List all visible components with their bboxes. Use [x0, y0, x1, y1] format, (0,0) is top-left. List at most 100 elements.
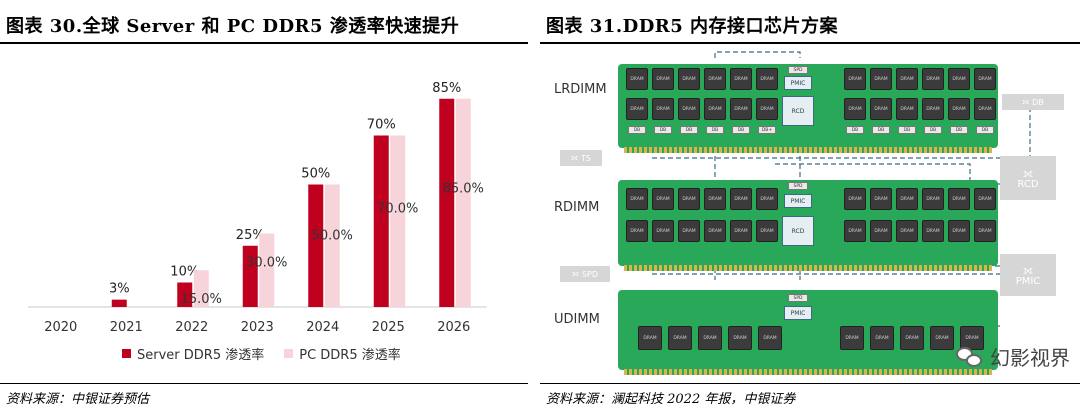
external-rcd: ⟗ RCD [1000, 156, 1056, 200]
dram-chip: DRAM [870, 68, 892, 90]
db-chip: DB [950, 126, 968, 134]
bar-server [177, 282, 193, 307]
dram-chip: DRAM [756, 188, 778, 210]
dram-chip: DRAM [922, 98, 944, 120]
dram-chip: DRAM [896, 220, 918, 242]
legend-item-server: Server DDR5 渗透率 [122, 344, 264, 363]
dram-chip: DRAM [840, 326, 864, 350]
wechat-icon [956, 345, 984, 369]
rcd-chip: RCD [782, 96, 814, 126]
diagram-panel: 图表 31.DDR5 内存接口芯片方案 LRDIMM DRAM DRAM DR [540, 0, 1080, 416]
dram-chip: DRAM [678, 188, 700, 210]
dram-chip: DRAM [974, 220, 996, 242]
bar-pc [259, 233, 275, 307]
chip-glyph-icon: ⟗ [571, 269, 579, 278]
dram-chip: DRAM [652, 188, 674, 210]
dram-chip: DRAM [974, 98, 996, 120]
source-rule-right [540, 383, 1080, 384]
legend-swatch-server [122, 349, 131, 358]
dram-chip: DRAM [704, 68, 726, 90]
ddr5-diagram: LRDIMM DRAM DRAM DRAM DRAM DRAM DRAM DRAM DRAM D… [540, 44, 1080, 382]
label-rdimm: RDIMM [554, 200, 600, 215]
db-chip: DB [872, 126, 890, 134]
data-label-server: 3% [109, 282, 130, 297]
dram-chip: DRAM [870, 188, 892, 210]
dram-chip: DRAM [704, 98, 726, 120]
legend-label-pc: PC DDR5 渗透率 [299, 348, 401, 363]
bar-server [111, 299, 127, 307]
x-tick-label: 2022 [175, 320, 208, 335]
dram-chip: DRAM [698, 326, 722, 350]
x-tick-label: 2024 [306, 320, 339, 335]
chart-panel: 图表 30.全球 Server 和 PC DDR5 渗透率快速提升 2020 20… [0, 0, 528, 416]
db-chip: DB [846, 126, 864, 134]
dram-chip: DRAM [678, 98, 700, 120]
dram-chip: DRAM [668, 326, 692, 350]
dram-chip: DRAM [948, 188, 970, 210]
pmic-chip: PMIC [784, 194, 812, 208]
external-pmic: ⟗ PMIC [1000, 254, 1056, 296]
db-chip: DB [732, 126, 750, 134]
bar-server [242, 245, 258, 307]
db-chip: DB [924, 126, 942, 134]
x-tick-label: 2020 [44, 320, 77, 335]
bar-server [373, 135, 389, 307]
legend-swatch-pc [284, 349, 294, 358]
bar-chart: 2020 2021 3% 2022 10% 15.0% 2023 25% 30.0% 2024 50… [28, 81, 487, 335]
label-lrdimm: LRDIMM [554, 82, 607, 97]
source-rule [0, 383, 528, 384]
lrdimm-module: DRAM DRAM DRAM DRAM DRAM DRAM DRAM DRAM DRAM DRAM… [618, 64, 998, 153]
dram-chip: DRAM [844, 68, 866, 90]
udimm-module: DRAM DRAM DRAM DRAM DRAM DRAM DRAM DRAM DRAM DRAM… [618, 290, 998, 375]
dram-chip: DRAM [844, 98, 866, 120]
db-chip: DB [680, 126, 698, 134]
external-ts: ⟗ TS [560, 150, 602, 166]
dram-chip: DRAM [704, 220, 726, 242]
bar-server [308, 184, 324, 307]
dram-chip: DRAM [960, 326, 984, 350]
data-label-server: 10% [170, 265, 199, 280]
dram-chip: DRAM [896, 98, 918, 120]
rcd-chip: RCD [782, 216, 814, 246]
legend-label-server: Server DDR5 渗透率 [137, 348, 265, 363]
dram-chip: DRAM [974, 188, 996, 210]
dram-chip: DRAM [756, 68, 778, 90]
data-label-server: 85% [432, 81, 461, 96]
title-rule-right [540, 42, 1080, 44]
pmic-chip: PMIC [784, 306, 812, 320]
x-tick-label: 2026 [437, 320, 470, 335]
dram-chip: DRAM [652, 68, 674, 90]
dram-chip: DRAM [900, 326, 924, 350]
data-label-server: 50% [301, 167, 330, 182]
dram-chip: DRAM [626, 68, 648, 90]
db-chip: DB [898, 126, 916, 134]
db-chip: DB+ [758, 126, 776, 134]
spd-chip: SPD [788, 294, 808, 302]
data-label-pc: 50.0% [312, 229, 353, 244]
dram-chip: DRAM [704, 188, 726, 210]
db-chip: DB [706, 126, 724, 134]
data-label-pc: 85.0% [443, 181, 484, 196]
dram-chip: DRAM [922, 68, 944, 90]
data-label-pc: 70.0% [377, 202, 418, 217]
dram-chip: DRAM [730, 98, 752, 120]
dram-chip: DRAM [626, 188, 648, 210]
dram-chip: DRAM [896, 188, 918, 210]
diagram-title: 图表 31.DDR5 内存接口芯片方案 [546, 16, 839, 37]
dram-chip: DRAM [974, 68, 996, 90]
dram-chip: DRAM [678, 220, 700, 242]
dram-chip: DRAM [844, 188, 866, 210]
db-chip: DB [628, 126, 646, 134]
dram-chip: DRAM [870, 220, 892, 242]
x-tick-label: 2021 [110, 320, 143, 335]
chart-legend: Server DDR5 渗透率 PC DDR5 渗透率 [122, 344, 401, 363]
watermark-text: 幻影视界 [990, 346, 1070, 370]
spd-chip: SPD [788, 66, 808, 74]
data-label-server: 25% [236, 228, 265, 243]
dram-chip: DRAM [896, 68, 918, 90]
diagram-source: 资料来源：澜起科技 2022 年报，中银证券 [546, 392, 796, 407]
chart-title: 图表 30.全球 Server 和 PC DDR5 渗透率快速提升 [6, 16, 460, 37]
dram-chip: DRAM [626, 98, 648, 120]
external-db: ⟗ DB [1002, 94, 1064, 110]
dram-chip: DRAM [948, 98, 970, 120]
